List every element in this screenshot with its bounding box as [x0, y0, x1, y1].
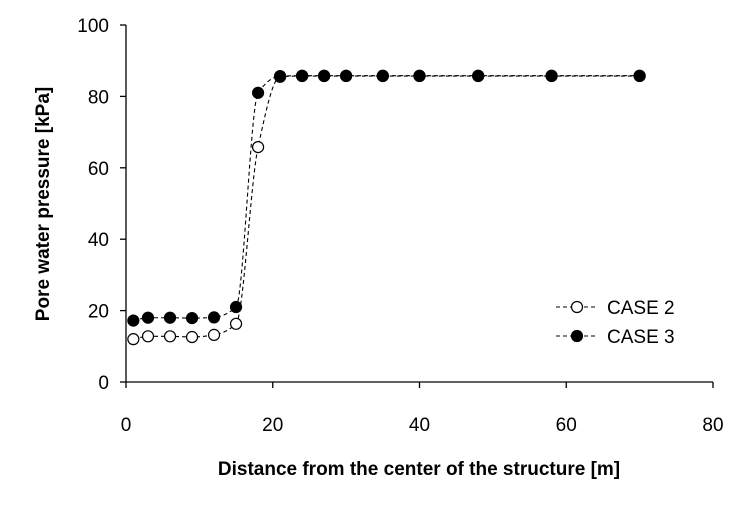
x-tick-label: 0 [121, 415, 132, 436]
data-point-case-3 [141, 311, 155, 324]
data-point-case-3 [318, 69, 331, 82]
data-point-case-3 [273, 69, 287, 83]
x-tick-label: 80 [702, 415, 723, 436]
y-axis-title: Pore water pressure [kPa] [33, 87, 54, 321]
data-point-case-2 [127, 333, 140, 346]
series-line-case-3 [133, 75, 640, 322]
data-point-case-3 [545, 69, 558, 82]
axes: 0 20 40 60 80 0 20 40 60 80 100 [77, 16, 723, 436]
data-point-case-3 [340, 69, 353, 82]
legend-marker-case-3 [570, 329, 584, 343]
data-point-case-3 [163, 311, 177, 324]
data-point-case-3 [207, 311, 221, 324]
legend-marker-case-2 [570, 300, 584, 314]
data-point-case-3 [127, 314, 140, 327]
x-tick-label: 60 [556, 415, 577, 436]
data-point-case-3 [376, 69, 389, 82]
series-line-case-2 [133, 75, 640, 340]
x-axis-title: Distance from the center of the structur… [218, 459, 620, 480]
y-tick-label: 0 [98, 373, 109, 394]
legend: CASE 2 CASE 3 [556, 298, 675, 348]
data-point-case-3 [413, 69, 426, 82]
data-point-case-2 [251, 140, 265, 154]
series-lines [133, 75, 640, 340]
data-point-case-3 [229, 300, 243, 314]
data-point-case-2 [141, 330, 155, 343]
legend-label-case-3: CASE 3 [607, 327, 675, 348]
legend-label-case-2: CASE 2 [607, 298, 675, 319]
data-point-case-3 [251, 86, 265, 99]
y-tick-label: 60 [88, 159, 109, 180]
x-tick-label: 20 [262, 415, 283, 436]
data-point-case-3 [185, 311, 199, 325]
data-point-case-3 [633, 69, 646, 82]
x-tick-label: 40 [409, 415, 430, 436]
y-tick-label: 40 [88, 230, 109, 251]
data-point-case-3 [472, 69, 485, 82]
y-tick-label: 100 [77, 16, 109, 37]
data-point-case-2 [163, 330, 177, 343]
data-point-case-2 [185, 330, 199, 344]
y-tick-label: 80 [88, 87, 109, 108]
y-tick-label: 20 [88, 302, 109, 323]
series-points [127, 69, 646, 346]
data-point-case-2 [207, 328, 221, 341]
data-point-case-2 [229, 317, 243, 330]
data-point-case-3 [296, 69, 309, 82]
